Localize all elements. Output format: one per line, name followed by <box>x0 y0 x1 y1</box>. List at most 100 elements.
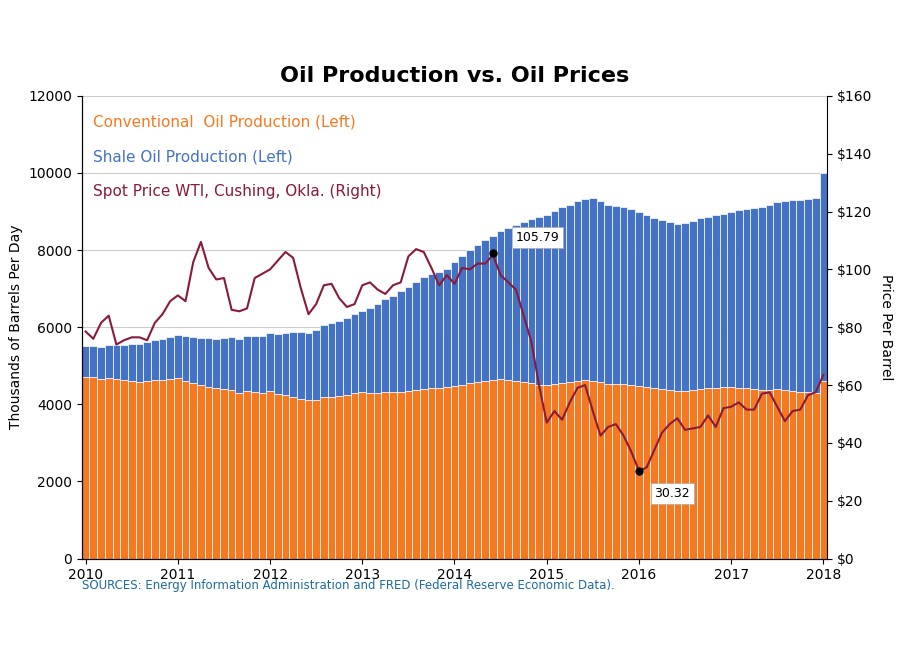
Bar <box>558 383 566 559</box>
Bar <box>504 228 512 381</box>
Bar <box>535 217 543 385</box>
Bar <box>374 393 382 559</box>
Bar <box>328 323 335 397</box>
Bar <box>520 382 527 559</box>
Bar <box>696 389 704 559</box>
Bar <box>466 250 474 383</box>
Bar <box>427 274 435 388</box>
Bar <box>128 344 135 381</box>
Bar <box>120 344 128 381</box>
Bar <box>151 381 159 559</box>
Bar <box>213 338 220 388</box>
Bar <box>182 381 189 559</box>
Bar <box>804 199 812 392</box>
Bar <box>643 215 651 387</box>
Bar <box>512 381 520 559</box>
Bar <box>258 336 266 393</box>
Bar <box>244 336 251 391</box>
Bar <box>97 347 105 379</box>
Text: Federal Reserve Bank: Federal Reserve Bank <box>16 631 208 644</box>
Text: SOURCES: Energy Information Administration and FRED (Federal Reserve Economic Da: SOURCES: Energy Information Administrati… <box>82 578 614 592</box>
Bar <box>235 338 244 393</box>
Bar <box>305 332 313 401</box>
Bar <box>174 334 182 378</box>
Bar <box>289 397 297 559</box>
Bar <box>489 236 496 381</box>
Bar <box>820 173 827 381</box>
Bar <box>482 241 489 381</box>
Bar <box>328 397 335 559</box>
Bar <box>113 379 120 559</box>
Bar <box>135 344 144 382</box>
Text: 105.79: 105.79 <box>516 231 560 244</box>
Bar <box>197 338 205 385</box>
Title: Oil Production vs. Oil Prices: Oil Production vs. Oil Prices <box>280 66 629 86</box>
Bar <box>758 206 765 389</box>
Bar <box>735 388 743 559</box>
Bar <box>205 387 213 559</box>
Bar <box>282 333 289 395</box>
Y-axis label: Thousands of Barrels Per Day: Thousands of Barrels Per Day <box>9 225 23 430</box>
Text: F: F <box>16 631 27 644</box>
Bar <box>266 391 274 559</box>
Bar <box>82 346 89 377</box>
Bar <box>427 388 435 559</box>
Bar <box>543 385 551 559</box>
Bar <box>251 336 258 391</box>
Bar <box>258 393 266 559</box>
Bar <box>796 391 804 559</box>
Y-axis label: Price Per Barrel: Price Per Barrel <box>879 274 894 380</box>
Bar <box>712 215 720 388</box>
Bar <box>113 344 120 379</box>
Bar <box>643 387 651 559</box>
Bar <box>189 383 197 559</box>
Bar <box>466 383 474 559</box>
Bar <box>358 311 366 391</box>
Bar <box>689 221 696 389</box>
Bar <box>89 377 97 559</box>
Bar <box>689 389 696 559</box>
Bar <box>665 389 674 559</box>
Bar <box>651 388 658 559</box>
Bar <box>266 333 274 391</box>
Bar <box>228 389 235 559</box>
Bar <box>696 218 704 389</box>
Bar <box>413 389 420 559</box>
Bar <box>120 381 128 559</box>
Bar <box>297 399 305 559</box>
Bar <box>105 344 113 378</box>
Bar <box>228 337 235 389</box>
Bar <box>551 384 558 559</box>
Bar <box>727 387 735 559</box>
Bar <box>297 332 305 399</box>
Bar <box>812 198 820 393</box>
Bar <box>274 393 282 559</box>
Bar <box>151 340 159 381</box>
Bar <box>512 225 520 381</box>
Bar <box>496 379 504 559</box>
Bar <box>712 388 720 559</box>
Bar <box>720 387 727 559</box>
Bar <box>144 381 151 559</box>
Bar <box>581 381 589 559</box>
Bar <box>182 336 189 381</box>
Bar <box>474 245 482 382</box>
Bar <box>658 220 665 389</box>
Bar <box>543 215 551 385</box>
Bar <box>82 377 89 559</box>
Bar <box>527 219 535 383</box>
Bar <box>574 201 581 381</box>
Bar <box>159 381 166 559</box>
Bar <box>213 388 220 559</box>
Bar <box>313 400 320 559</box>
Bar <box>458 256 466 385</box>
Bar <box>627 385 635 559</box>
Bar <box>305 401 313 559</box>
Bar <box>289 332 297 397</box>
Bar <box>789 200 796 391</box>
Bar <box>413 282 420 389</box>
Bar <box>351 393 358 559</box>
Bar <box>758 389 765 559</box>
Bar <box>566 382 574 559</box>
Bar <box>97 379 105 559</box>
